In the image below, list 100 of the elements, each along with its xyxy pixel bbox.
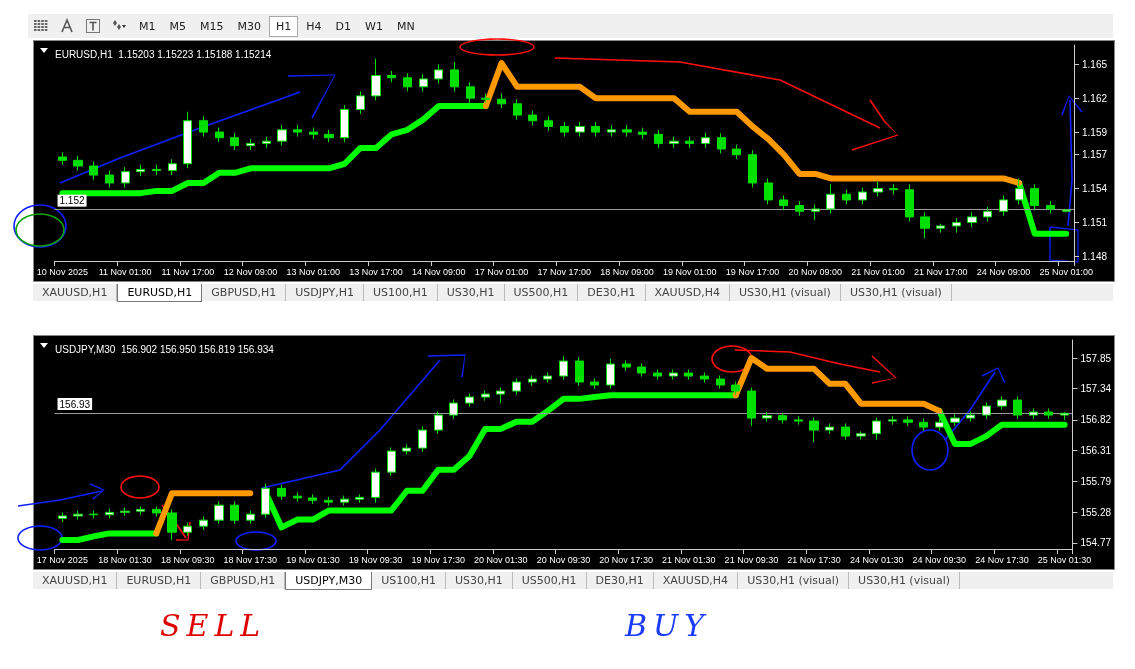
candlestick: [340, 104, 349, 143]
candlestick: [497, 93, 506, 109]
candlestick: [935, 418, 944, 432]
candlestick: [762, 411, 772, 423]
text: USDJPY,H1: [286, 284, 364, 301]
text: US100,H1: [372, 572, 446, 589]
candlestick: [684, 368, 693, 381]
y-tick-label: 1.148: [1082, 250, 1108, 262]
text: US500,H1: [504, 284, 579, 301]
x-tick-label: 13 Nov 01:00: [286, 266, 341, 277]
x-tick-label: 20 Nov 01:30: [474, 554, 528, 565]
text: US30,H1 (visual): [849, 572, 961, 589]
candlestick: [512, 377, 521, 396]
candlestick: [371, 58, 381, 101]
y-tick-label: 1.151: [1082, 217, 1108, 229]
y-tick-label: 155.28: [1080, 506, 1112, 518]
x-tick-label: 21 Nov 17:30: [787, 554, 841, 565]
candlestick: [481, 389, 490, 402]
text: US30,H1 (visual): [840, 284, 952, 301]
text: GBPUSD,H1: [202, 284, 287, 301]
candlestick: [888, 415, 897, 426]
candlestick: [919, 418, 928, 432]
x-tick-label: 24 Nov 09:00: [976, 266, 1031, 277]
candlestick: [434, 410, 443, 435]
x-tick-label: 13 Nov 17:00: [349, 266, 403, 277]
y-tick-label: 1.165: [1082, 58, 1108, 70]
candlestick: [591, 121, 600, 138]
candlestick: [903, 415, 913, 427]
candlestick: [402, 444, 411, 456]
candlestick: [858, 186, 867, 205]
candlestick: [590, 377, 599, 390]
x-tick-label: 25 Nov 01:00: [1039, 266, 1093, 277]
candlestick: [825, 422, 834, 435]
text: US500,H1: [512, 572, 587, 589]
x-tick-label: 10 Nov 2025: [36, 266, 88, 277]
candlestick: [513, 98, 522, 121]
candlestick: [277, 124, 287, 147]
candlestick: [575, 356, 584, 387]
candlestick: [58, 511, 67, 523]
candlestick: [183, 522, 192, 537]
ref-line-label: 1.152: [59, 195, 85, 207]
candlestick: [1046, 200, 1055, 214]
candlestick: [528, 110, 537, 126]
candlestick: [355, 493, 364, 504]
candlestick: [481, 93, 490, 104]
candlestick: [387, 447, 396, 477]
candlestick: [732, 144, 741, 160]
candlestick: [920, 211, 930, 239]
y-tick-label: 156.82: [1080, 414, 1112, 426]
x-tick-label: 25 Nov 01:30: [1037, 554, 1092, 565]
candlestick: [496, 386, 505, 404]
candlestick: [324, 129, 334, 143]
candlestick: [842, 189, 851, 205]
candlestick: [340, 495, 349, 507]
text: XAUUSD,H1: [33, 572, 118, 589]
x-tick-label: 19 Nov 01:30: [286, 554, 340, 565]
candlestick: [560, 121, 569, 138]
candlestick: [356, 90, 365, 115]
x-tick-label: 11 Nov 01:00: [98, 266, 152, 277]
candlestick: [449, 398, 458, 420]
candlestick: [418, 425, 427, 453]
x-tick-label: 18 Nov 09:30: [160, 554, 215, 565]
x-tick-label: 24 Nov 17:30: [975, 554, 1029, 565]
x-tick-label: 19 Nov 17:30: [411, 554, 465, 565]
text: US100,H1: [363, 284, 438, 301]
candlestick: [747, 386, 756, 427]
candlestick: [136, 164, 145, 177]
candlestick: [371, 468, 380, 504]
ref-line-label: 156.93: [59, 398, 91, 410]
candlestick: [669, 136, 679, 149]
text: GBPUSD,H1: [201, 572, 286, 589]
candlestick: [952, 217, 961, 234]
candlestick: [731, 380, 740, 396]
candlestick: [73, 155, 83, 172]
candlestick: [121, 166, 130, 188]
candlestick: [905, 183, 914, 222]
x-tick-label: 14 Nov 09:00: [412, 266, 466, 277]
candlestick: [403, 72, 412, 92]
candlestick: [653, 368, 662, 381]
chart-title: EURUSD,H1 1.15203 1.15223 1.15188 1.15214: [55, 48, 272, 60]
candlestick: [230, 132, 239, 151]
x-tick-label: 24 Nov 09:30: [912, 554, 967, 565]
candlestick: [387, 70, 396, 83]
text: XAUUSD,H1: [33, 284, 118, 301]
candlestick: [230, 501, 239, 525]
candlestick: [105, 170, 114, 188]
candlestick: [308, 493, 317, 505]
text: US30,H1: [437, 284, 505, 301]
text: DE30,H1: [586, 572, 654, 589]
x-tick-label: 19 Nov 01:00: [662, 266, 717, 277]
candlestick: [465, 392, 474, 408]
candlestick: [246, 138, 255, 151]
candlestick: [606, 358, 615, 390]
candlestick: [293, 124, 302, 138]
candlestick: [136, 505, 145, 516]
candlestick: [622, 359, 631, 372]
candlestick: [293, 492, 302, 503]
x-tick-label: 17 Nov 17:00: [537, 266, 592, 277]
candlestick: [778, 412, 787, 424]
candlestick: [168, 158, 177, 176]
